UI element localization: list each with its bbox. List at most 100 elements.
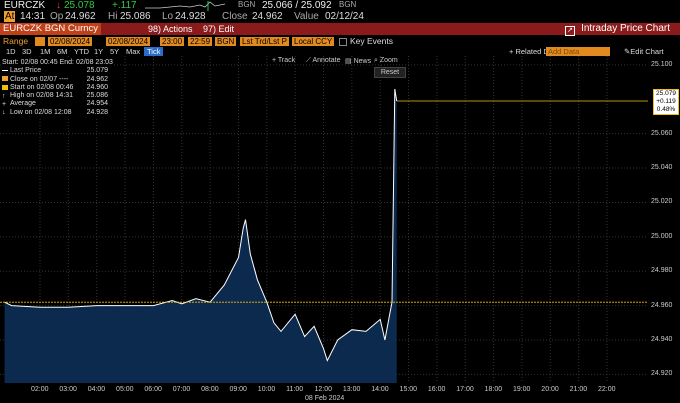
x-tick-label: 10:00 bbox=[257, 386, 276, 393]
annotate-label: Annotate bbox=[312, 57, 341, 64]
y-tick-label: 24.940 bbox=[651, 336, 673, 343]
down-arrow-icon: ↓ bbox=[56, 0, 61, 11]
range-label: Range bbox=[3, 36, 29, 46]
range-row: Range 02/08/2024 02/08/2024 23:00 22:59 … bbox=[0, 36, 680, 47]
edit-chart-label: Edit Chart bbox=[630, 47, 664, 56]
price-line bbox=[4, 88, 398, 362]
x-tick-label: 13:00 bbox=[342, 386, 361, 393]
end-time-field[interactable]: 23:00 bbox=[160, 37, 185, 46]
y-tick-label: 25.020 bbox=[651, 198, 673, 206]
y-tick-label: 24.980 bbox=[651, 267, 673, 275]
high-label: Hi bbox=[108, 11, 118, 22]
x-tick-label: 20:00 bbox=[541, 386, 559, 393]
export-icon[interactable]: ↗ bbox=[565, 26, 576, 36]
y-tick-label: 25.100 bbox=[651, 60, 673, 68]
currency-select[interactable]: Local CCY bbox=[292, 37, 335, 46]
period-ytd[interactable]: YTD bbox=[74, 47, 89, 56]
x-tick-label: 02:00 bbox=[31, 386, 49, 393]
value-date-label: Value bbox=[294, 11, 319, 22]
chart-grid bbox=[0, 56, 648, 383]
x-tick-label: 18:00 bbox=[484, 386, 503, 393]
close-label: Close bbox=[222, 11, 248, 22]
x-tick-label: 14:00 bbox=[371, 386, 389, 393]
legend-row: + Average 24.954 bbox=[2, 100, 108, 109]
period-1m[interactable]: 1M bbox=[40, 47, 51, 56]
price-box-change: +0.119 bbox=[656, 98, 676, 105]
period-5y[interactable]: 5Y bbox=[110, 47, 120, 56]
track-tool[interactable]: + Track bbox=[272, 57, 296, 64]
legend-row: Last Price 25.079 bbox=[2, 67, 113, 75]
period-1d[interactable]: 1D bbox=[6, 47, 16, 56]
y-tick-label: 25.000 bbox=[651, 232, 673, 240]
related-data-button[interactable]: + Related Data bbox=[509, 47, 560, 56]
annotate-tool[interactable]: ⟋ Annotate bbox=[306, 57, 341, 64]
key-events-checkbox[interactable] bbox=[339, 38, 347, 46]
open-label: Op bbox=[50, 11, 64, 22]
quote-header: EURCZK ↓ 25.078 +.117 BGN 25.066 / 25.09… bbox=[0, 0, 680, 11]
y-tick-label: 25.060 bbox=[651, 129, 673, 137]
price-box-pct: 0.48% bbox=[656, 106, 676, 113]
period-row: 1D 3D 1M 6M YTD 1Y 5Y Max Tick + Related… bbox=[0, 47, 680, 56]
period-3d[interactable]: 3D bbox=[22, 47, 32, 56]
last-price: 25.078 bbox=[64, 0, 95, 11]
reset-button[interactable]: Reset bbox=[374, 67, 406, 78]
legend-row: Start on 02/08 00:46 24.960 bbox=[2, 84, 113, 92]
period-6m[interactable]: 6M bbox=[57, 47, 68, 56]
x-tick-label: 07:00 bbox=[172, 386, 191, 393]
x-tick-label: 19:00 bbox=[512, 386, 531, 393]
news-tool[interactable]: ▤ News bbox=[345, 58, 372, 65]
security-field[interactable]: EURCZK BGN Curncy bbox=[0, 23, 102, 35]
legend-row: ↓ Low on 02/08 12:08 24.928 bbox=[2, 108, 108, 117]
at-label: At bbox=[4, 11, 16, 22]
net-change: +.117 bbox=[112, 0, 137, 11]
close-value: 24.962 bbox=[252, 11, 283, 22]
x-tick-label: 11:00 bbox=[286, 386, 304, 393]
price-chart[interactable] bbox=[0, 56, 680, 403]
edit-menu[interactable]: 97) Edit bbox=[203, 24, 235, 34]
end-date-field[interactable]: 02/08/2024 bbox=[106, 37, 151, 46]
x-tick-label: 22:00 bbox=[598, 386, 616, 393]
x-tick-label: 04:00 bbox=[87, 386, 106, 393]
at-time: 14:31 bbox=[20, 11, 46, 22]
x-tick-label: 21:00 bbox=[569, 386, 588, 393]
edit-chart-button[interactable]: ✎ Edit Chart bbox=[624, 47, 664, 56]
source-field[interactable]: BGN bbox=[215, 37, 237, 46]
reference-lines bbox=[0, 100, 648, 303]
last-price-box: 25.079 +0.119 0.48% bbox=[653, 89, 679, 115]
x-tick-label: 09:00 bbox=[229, 386, 247, 393]
legend-row: ↑ High on 02/08 14:31 25.086 bbox=[2, 92, 108, 100]
period-1y[interactable]: 1Y bbox=[94, 47, 104, 56]
price-box-last: 25.079 bbox=[656, 90, 676, 97]
low-value: 24.928 bbox=[175, 11, 206, 22]
start-date-field[interactable]: 02/08/2024 bbox=[48, 37, 93, 46]
value-date: 02/12/24 bbox=[325, 11, 364, 22]
sparkline bbox=[145, 1, 226, 11]
range-period-field[interactable] bbox=[35, 37, 45, 46]
function-toolbar: EURCZK BGN Curncy 98) Actions 97) Edit ↗… bbox=[0, 23, 680, 36]
actions-menu[interactable]: 98) Actions bbox=[148, 24, 193, 34]
period-max[interactable]: Max bbox=[126, 47, 141, 56]
zoom-label: Zoom bbox=[379, 57, 398, 64]
period-tick[interactable]: Tick bbox=[144, 47, 164, 56]
quote-stats: At 14:31 Op 24.962 Hi 25.086 Lo 24.928 C… bbox=[0, 11, 680, 23]
bid-ask: 25.066 / 25.092 bbox=[262, 0, 332, 11]
chart-legend: Start: 02/08 00:45 End: 02/08 23:03 Last… bbox=[2, 59, 113, 118]
page-title: ↗ Intraday Price Chart bbox=[565, 23, 670, 36]
price-area-fill bbox=[4, 89, 397, 383]
zoom-tool[interactable]: ⌕ Zoom bbox=[374, 57, 398, 64]
y-tick-label: 25.040 bbox=[651, 164, 673, 172]
x-tick-label: 12:00 bbox=[314, 386, 333, 393]
y-tick-label: 24.960 bbox=[651, 301, 673, 309]
x-tick-label: 03:00 bbox=[59, 386, 77, 393]
x-tick-label: 17:00 bbox=[456, 386, 474, 393]
price-field-select[interactable]: Lst Trd/Lst P bbox=[240, 37, 289, 46]
x-tick-label: 16:00 bbox=[427, 386, 446, 393]
x-tick-label: 06:00 bbox=[144, 386, 162, 393]
open-value: 24.962 bbox=[65, 11, 96, 22]
x-tick-label: 05:00 bbox=[116, 386, 134, 393]
legend-row: Close on 02/07 ---- 24.962 bbox=[2, 76, 113, 84]
legend-range: Start: 02/08 00:45 End: 02/08 23:03 bbox=[2, 59, 113, 66]
source-time-field[interactable]: 22:59 bbox=[188, 37, 213, 46]
low-label: Lo bbox=[162, 11, 174, 22]
add-data-input[interactable]: Add Data bbox=[546, 47, 610, 56]
